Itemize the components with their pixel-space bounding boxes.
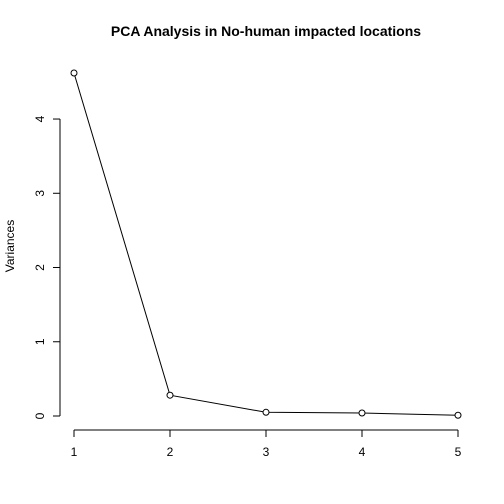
x-tick-label: 4 bbox=[359, 445, 366, 459]
y-tick-label: 2 bbox=[33, 264, 47, 271]
data-point bbox=[358, 409, 366, 417]
x-tick-label: 5 bbox=[455, 445, 462, 459]
y-axis-title: Variances bbox=[3, 220, 17, 272]
y-tick-label: 1 bbox=[33, 338, 47, 345]
x-tick-label: 1 bbox=[71, 445, 78, 459]
series-line bbox=[73, 72, 459, 416]
y-tick-label: 0 bbox=[33, 412, 47, 419]
y-tick-label: 4 bbox=[33, 115, 47, 122]
x-ticks: 1 2 3 4 5 bbox=[71, 430, 462, 459]
x-tick-label: 2 bbox=[167, 445, 174, 459]
data-point bbox=[166, 391, 174, 399]
data-point bbox=[454, 411, 462, 419]
y-tick-label: 3 bbox=[33, 190, 47, 197]
y-ticks: 0 1 2 3 4 bbox=[33, 115, 60, 419]
data-point bbox=[262, 408, 270, 416]
data-point bbox=[70, 69, 78, 77]
chart-title: PCA Analysis in No-human impacted locati… bbox=[111, 23, 421, 39]
data-points bbox=[70, 69, 462, 419]
x-tick-label: 3 bbox=[263, 445, 270, 459]
